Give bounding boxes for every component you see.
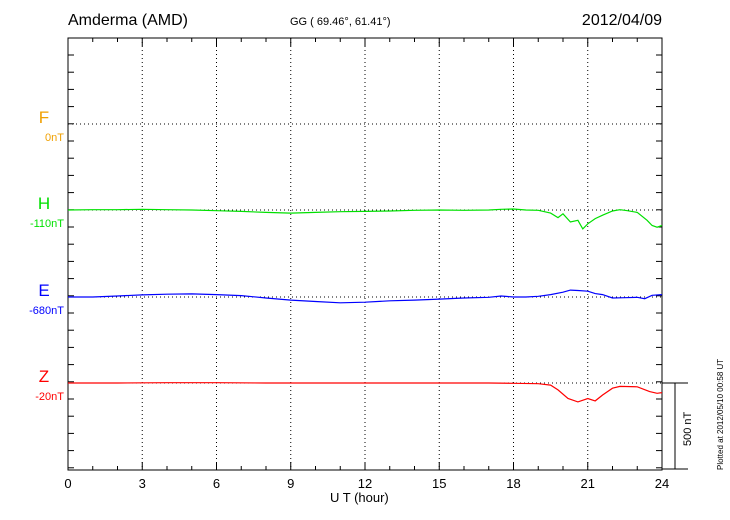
x-tick-label: 3: [139, 476, 146, 491]
series-line-E: [68, 289, 663, 304]
x-tick-label: 12: [358, 476, 372, 491]
baseline-value-E: -680nT: [29, 305, 64, 317]
scale-bar-label: 500 nT: [682, 411, 694, 446]
plot-timestamp: Plotted at 2012/05/10 00:58 UT: [716, 358, 725, 470]
x-axis-label: U T (hour): [330, 490, 389, 505]
channel-label-E: E: [38, 281, 49, 300]
series-line-Z: [68, 382, 663, 403]
channel-label-F: F: [39, 108, 49, 127]
baseline-value-Z: -20nT: [35, 391, 64, 403]
x-tick-label: 6: [213, 476, 220, 491]
x-tick-label: 24: [655, 476, 669, 491]
station-title: Amderma (AMD): [68, 12, 189, 29]
x-tick-label: 21: [581, 476, 595, 491]
baseline-value-F: 0nT: [45, 132, 64, 144]
date-label: 2012/04/09: [581, 12, 662, 29]
x-tick-label: 18: [506, 476, 520, 491]
channel-label-H: H: [38, 194, 50, 213]
x-tick-label: 15: [432, 476, 446, 491]
x-tick-label: 9: [287, 476, 294, 491]
series-line-H: [67, 208, 663, 230]
channel-label-Z: Z: [39, 367, 49, 386]
x-tick-label: 0: [64, 476, 71, 491]
coordinates-label: GG ( 69.46°, 61.41°): [290, 16, 391, 28]
baseline-value-H: -110nT: [30, 218, 64, 230]
